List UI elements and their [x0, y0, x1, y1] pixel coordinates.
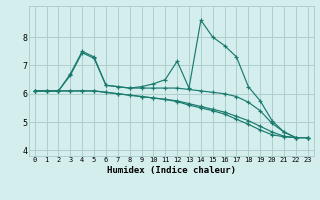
- X-axis label: Humidex (Indice chaleur): Humidex (Indice chaleur): [107, 166, 236, 175]
